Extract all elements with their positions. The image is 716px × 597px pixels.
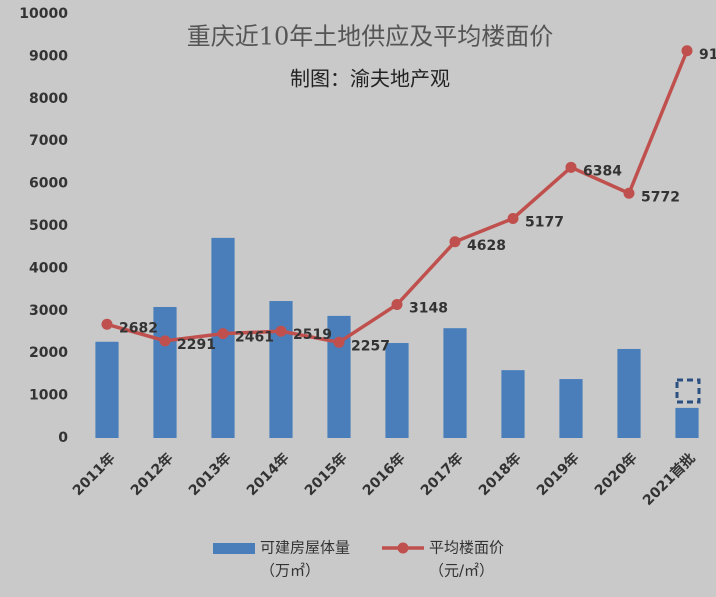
marker-box: [675, 378, 701, 404]
legend-swatch: [397, 542, 409, 554]
line-point: [159, 335, 171, 347]
data-label: 2519: [293, 327, 332, 343]
data-label: 4628: [467, 238, 506, 254]
y-tick-label: 9000: [29, 48, 68, 64]
line-point: [217, 328, 229, 340]
line-point: [681, 45, 693, 57]
y-tick-label: 2000: [29, 345, 68, 361]
y-tick-label: 3000: [29, 303, 68, 319]
y-tick-label: 6000: [29, 176, 68, 192]
data-label: 5177: [525, 214, 564, 230]
data-label: 2461: [235, 330, 274, 346]
data-label: 2682: [119, 320, 158, 336]
line-point: [275, 325, 287, 337]
legend-label: 可建房屋体量: [260, 539, 350, 557]
bar: [617, 348, 641, 438]
legend-label: 平均楼面价: [429, 539, 504, 557]
data-label: 6384: [583, 163, 622, 179]
y-tick-label: 5000: [29, 218, 68, 234]
line-point: [333, 336, 345, 348]
data-label: 2257: [351, 338, 390, 354]
y-tick-label: 4000: [29, 260, 68, 276]
y-tick-label: 8000: [29, 91, 68, 107]
line-point: [449, 236, 461, 248]
chart-title: 重庆近10年土地供应及平均楼面价: [187, 23, 554, 51]
chart-subtitle: 制图：渝夫地产观: [290, 67, 450, 91]
line-point: [101, 318, 113, 330]
data-label: 2291: [177, 337, 216, 353]
legend-swatch: [213, 543, 255, 554]
y-tick-label: 10000: [19, 6, 68, 22]
y-tick-label: 1000: [29, 388, 68, 404]
data-label: 3148: [409, 301, 448, 317]
bar: [269, 301, 293, 438]
legend-unit: （万㎡）: [260, 562, 320, 580]
data-label: 5772: [641, 189, 680, 205]
y-tick-label: 0: [58, 430, 68, 446]
data-label: 9133: [699, 47, 716, 63]
line-point: [391, 299, 403, 311]
bar: [675, 407, 699, 438]
bar: [501, 370, 525, 438]
legend-unit: （元/㎡）: [429, 562, 494, 580]
bar: [95, 341, 119, 438]
bar: [385, 343, 409, 438]
bar: [327, 315, 351, 438]
line-point: [507, 212, 519, 224]
line-point: [623, 187, 635, 199]
line-point: [565, 161, 577, 173]
bar: [443, 328, 467, 438]
y-tick-label: 7000: [29, 133, 68, 149]
bar: [559, 379, 583, 438]
